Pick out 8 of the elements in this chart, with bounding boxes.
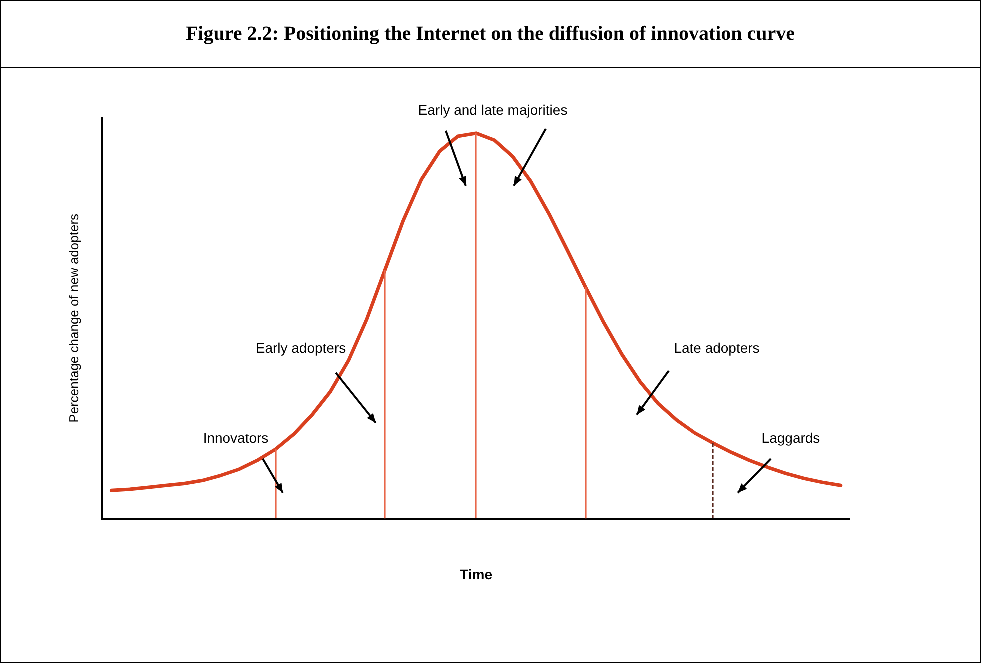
annotation: Laggards — [760, 430, 822, 446]
annotation: Late adopters — [673, 340, 761, 356]
annotation: Innovators — [202, 430, 270, 446]
x-axis-title: Time — [460, 566, 493, 582]
text: Early and late majorities — [417, 102, 569, 118]
y-axis-title: Percentage change of new adopters — [66, 213, 82, 423]
annotation: Early adopters — [254, 340, 348, 356]
chart-title: Figure 2.2: Positioning the Internet on the diffusion of innovation curve — [1, 1, 980, 68]
